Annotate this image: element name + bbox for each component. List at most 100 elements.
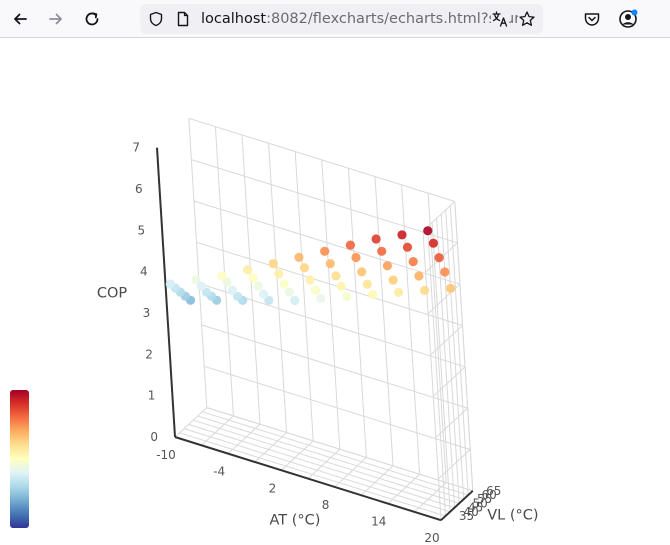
scatter-point[interactable] [222,277,232,287]
grid-line [374,176,394,466]
scatter-point[interactable] [320,246,330,256]
grid-line [422,201,456,232]
scatter-point[interactable] [259,289,269,299]
bookmark-star-icon[interactable] [518,10,536,28]
grid-line [347,168,367,458]
scatter-point[interactable] [305,275,315,285]
at-tick-label: 8 [322,498,330,512]
scatter-point[interactable] [253,281,263,291]
translate-icon[interactable] [491,10,509,28]
cop-tick-label: 1 [148,389,156,403]
scatter-point[interactable] [233,291,243,301]
scatter-point[interactable] [420,285,430,295]
scatter-point[interactable] [279,279,289,289]
scatter-point[interactable] [368,289,378,300]
scatter-point[interactable] [284,287,295,297]
pocket-button[interactable] [579,6,605,32]
scatter-point[interactable] [201,287,212,297]
grid-line [227,423,261,454]
cop-tick-label: 3 [143,306,151,320]
grid-line [206,407,473,492]
scatter-point[interactable] [191,275,201,285]
pocket-icon [584,13,600,26]
scatter-point[interactable] [243,265,253,275]
grid-line [183,428,451,513]
scatter-point[interactable] [316,293,326,304]
scatter-point[interactable] [196,281,206,291]
scatter-point[interactable] [290,295,300,306]
reload-button[interactable] [79,6,105,32]
scatter-point[interactable] [325,259,335,269]
grid-line [387,473,420,504]
visual-map-colorbar[interactable] [10,390,29,528]
grid-line [430,325,463,356]
scatter-point[interactable] [394,287,404,297]
at-tick-label: 20 [424,531,439,545]
grid-line [294,151,314,441]
at-tick-label: 2 [269,481,277,495]
scatter-point[interactable] [434,253,444,263]
scatter-point[interactable] [264,295,274,305]
url-path: :8082/flexcharts/echarts.html?sourc [266,11,528,27]
at-tick-label: -10 [156,448,176,462]
shield-icon[interactable] [147,10,165,28]
scatter-point[interactable] [397,230,407,240]
scatter-point[interactable] [382,261,392,271]
grid-line [197,415,464,500]
forward-button[interactable] [43,6,69,32]
scatter-point[interactable] [377,246,387,256]
grid-line [201,415,234,446]
at-axis-line [174,436,442,522]
grid-line [188,423,455,509]
grid-line [449,205,469,496]
scatter-point[interactable] [428,238,438,248]
scatter-point[interactable] [248,273,258,283]
grid-line [431,222,451,512]
scatter-point[interactable] [446,283,456,293]
page-icon[interactable] [174,10,192,28]
url-text[interactable]: localhost:8082/flexcharts/echarts.html?s… [201,10,528,28]
scatter-point[interactable] [294,252,304,262]
scatter-point[interactable] [408,257,418,267]
scatter-point[interactable] [227,285,237,295]
scatter-point[interactable] [371,234,381,244]
scatter-point[interactable] [274,269,284,279]
chart-container[interactable]: 0 1 2 3 4 5 6 7 -10 -4 2 8 14 20 35 40 45 50 55 60 65 COP AT (… [0,39,670,545]
scatter-point[interactable] [165,279,175,289]
scatter-point[interactable] [362,279,372,289]
scatter-point[interactable] [440,267,450,277]
scatter-point[interactable] [217,271,227,281]
url-host: localhost [201,11,267,27]
grid-line [191,159,458,244]
cop-tick-label: 7 [132,141,140,155]
vl-axis-line [440,490,474,521]
grid-line [435,407,468,438]
scatter-point[interactable] [299,263,310,273]
scatter-point[interactable] [331,271,341,281]
scatter-point[interactable] [336,281,346,291]
scatter-point[interactable] [423,226,433,236]
scatter-point[interactable] [414,271,424,281]
scatter-point[interactable] [342,291,352,302]
account-icon [619,9,638,28]
back-arrow-icon [14,13,27,25]
account-button[interactable] [615,6,641,32]
scatter-point[interactable] [310,285,321,295]
url-bar[interactable]: localhost:8082/flexcharts/echarts.html?s… [140,4,543,34]
scatter-point[interactable] [357,267,367,277]
back-button[interactable] [7,6,33,32]
scatter-point[interactable] [345,240,355,250]
grid-line [427,226,446,517]
data-points[interactable] [165,226,456,306]
scatter-point[interactable] [388,275,398,285]
cop-tick-label: 6 [135,182,143,196]
grid-line [321,159,341,450]
scatter-point[interactable] [351,252,361,263]
grid-line [188,117,455,202]
grid-lines [174,117,474,521]
scatter-point[interactable] [402,242,413,252]
grid-line [196,241,463,326]
scatter-point[interactable] [268,259,278,269]
